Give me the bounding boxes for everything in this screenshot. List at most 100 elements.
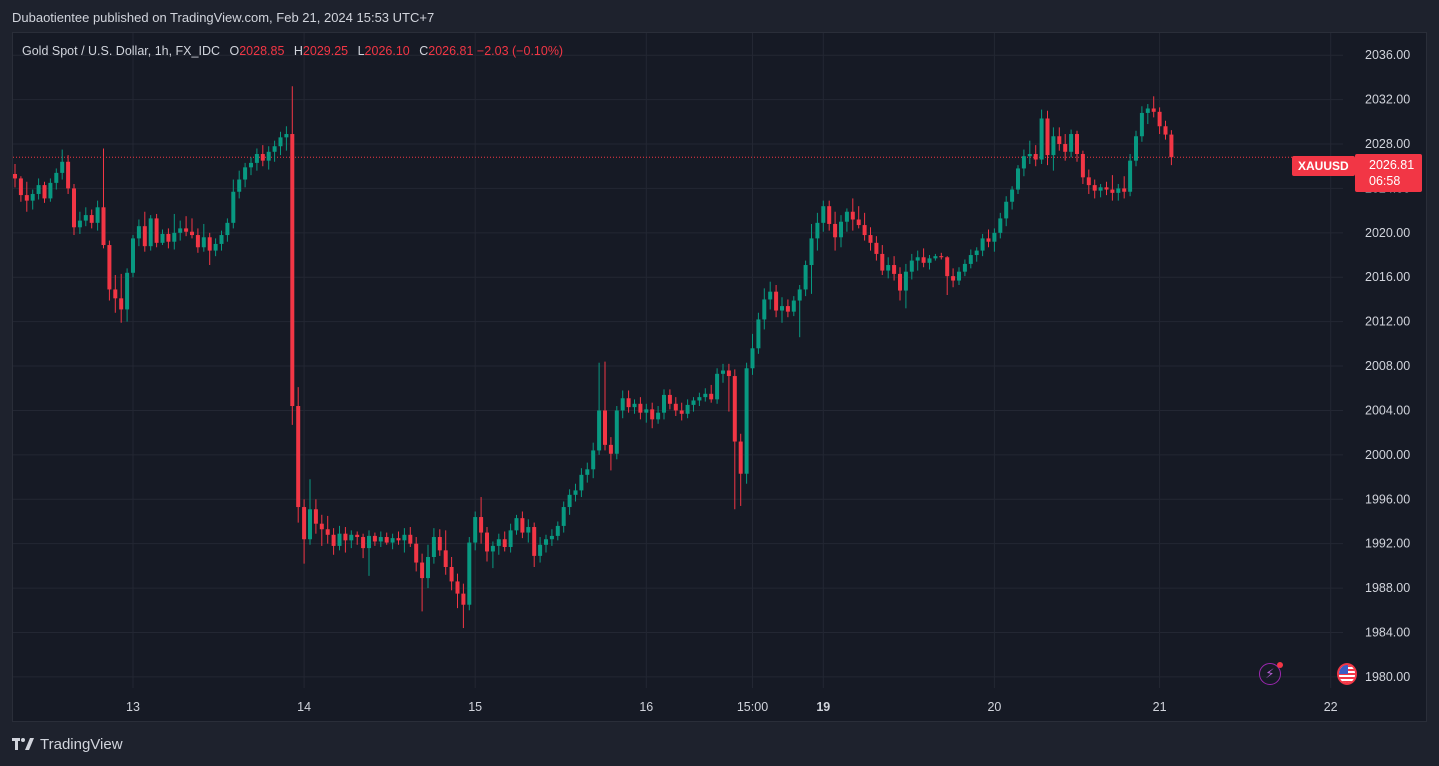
candle-body [791,300,796,312]
candle-body [1157,111,1162,127]
candle-body [703,393,708,398]
candle-body [962,263,967,272]
candle-body [679,410,684,414]
footer-branding[interactable]: TradingView [12,736,123,753]
candle-body [367,535,371,549]
high-label: H [293,44,303,58]
candle-body [591,450,596,470]
candle-body [780,306,784,311]
candle-body [184,228,189,232]
candle-body [1027,154,1032,157]
candle-body [821,206,826,223]
candle-body [361,537,366,549]
x-tick-label: 22 [1324,700,1338,714]
close-label: C [419,44,429,58]
flash-icon[interactable]: ⚡ [1259,662,1283,685]
candle-body [774,291,779,311]
symbol-price-tag: XAUUSD [1292,156,1355,176]
symbol-title[interactable]: Gold Spot / U.S. Dollar, 1h, FX_IDC [22,44,220,58]
last-price-value: 2026.81 [1369,158,1415,172]
candle-body [231,191,236,223]
candle-body [260,154,265,161]
candle-body [567,494,572,508]
y-tick-label: 2012.00 [1365,315,1410,329]
high-value: 2029.25 [302,44,349,58]
candle-body [697,397,702,401]
candlestick-chart[interactable]: 2036.002032.002028.002024.002020.002016.… [13,33,1426,721]
candle-body [909,260,914,272]
candle-body [898,273,902,291]
candle-body [172,232,177,242]
tradingview-logo-icon [12,737,34,753]
time-axis[interactable]: 13 14 15 16 15:00 19 20 21 22 [126,700,1338,714]
candle-body [809,238,814,266]
price-axis[interactable]: 2036.002032.002028.002024.002020.002016.… [1365,48,1410,684]
candle-body [66,161,71,189]
candle-body [951,276,956,281]
candle-body [443,550,448,567]
candle-body [272,146,277,152]
y-tick-label: 2000.00 [1365,448,1410,462]
candle-body [48,182,53,199]
candle-body [420,562,425,579]
candle-body [30,193,35,201]
candle-body [1139,112,1144,137]
candle-body [372,535,377,542]
candle-body [597,410,602,451]
candle-body [296,406,301,508]
candle-body [1045,118,1050,156]
candle-body [656,412,661,420]
notification-dot [1277,662,1283,668]
candle-body [868,235,873,243]
candle-body [319,523,324,530]
candle-body [526,527,531,533]
candle-body [555,525,560,536]
candle-body [939,256,944,258]
candle-body [803,265,808,290]
candle-body [473,517,478,543]
candle-body [1069,134,1074,152]
candle-body [266,151,271,161]
x-tick-label: 13 [126,700,140,714]
candle-body [756,319,761,349]
low-label: L [357,44,365,58]
candle-body [579,474,584,491]
candle-body [1075,134,1079,155]
candles [13,86,1174,629]
candle-body [862,225,867,236]
candle-body [850,211,855,220]
low-value: 2026.10 [364,44,410,58]
x-tick-label: 15:00 [737,700,768,714]
candle-body [402,534,407,541]
candle-body [219,235,224,244]
candle-body [620,398,625,411]
candle-body [131,238,135,273]
candle-body [768,291,773,300]
candle-body [1128,160,1133,192]
candle-body [892,265,897,274]
candle-body [974,250,979,256]
y-tick-label: 2008.00 [1365,359,1410,373]
candle-body [514,518,519,531]
candle-body [1051,136,1056,156]
candle-body [833,223,838,238]
chart-pane[interactable]: 2036.002032.002028.002024.002020.002016.… [12,32,1427,722]
candle-body [213,243,218,251]
candle-body [667,394,672,404]
candle-body [225,222,230,236]
candle-body [485,532,489,552]
candle-body [709,393,714,400]
candle-body [1080,154,1085,178]
candle-body [290,134,295,407]
candle-body [1092,185,1097,191]
x-tick-label: 19 [816,700,830,714]
x-tick-label: 20 [987,700,1001,714]
x-tick-label: 16 [639,700,653,714]
y-tick-label: 1996.00 [1365,492,1410,506]
candle-body [414,543,419,563]
us-flag-icon[interactable] [1337,663,1357,685]
candle-body [744,368,749,474]
candle-body [933,256,938,259]
candle-body [549,535,554,540]
candle-body [237,179,242,192]
